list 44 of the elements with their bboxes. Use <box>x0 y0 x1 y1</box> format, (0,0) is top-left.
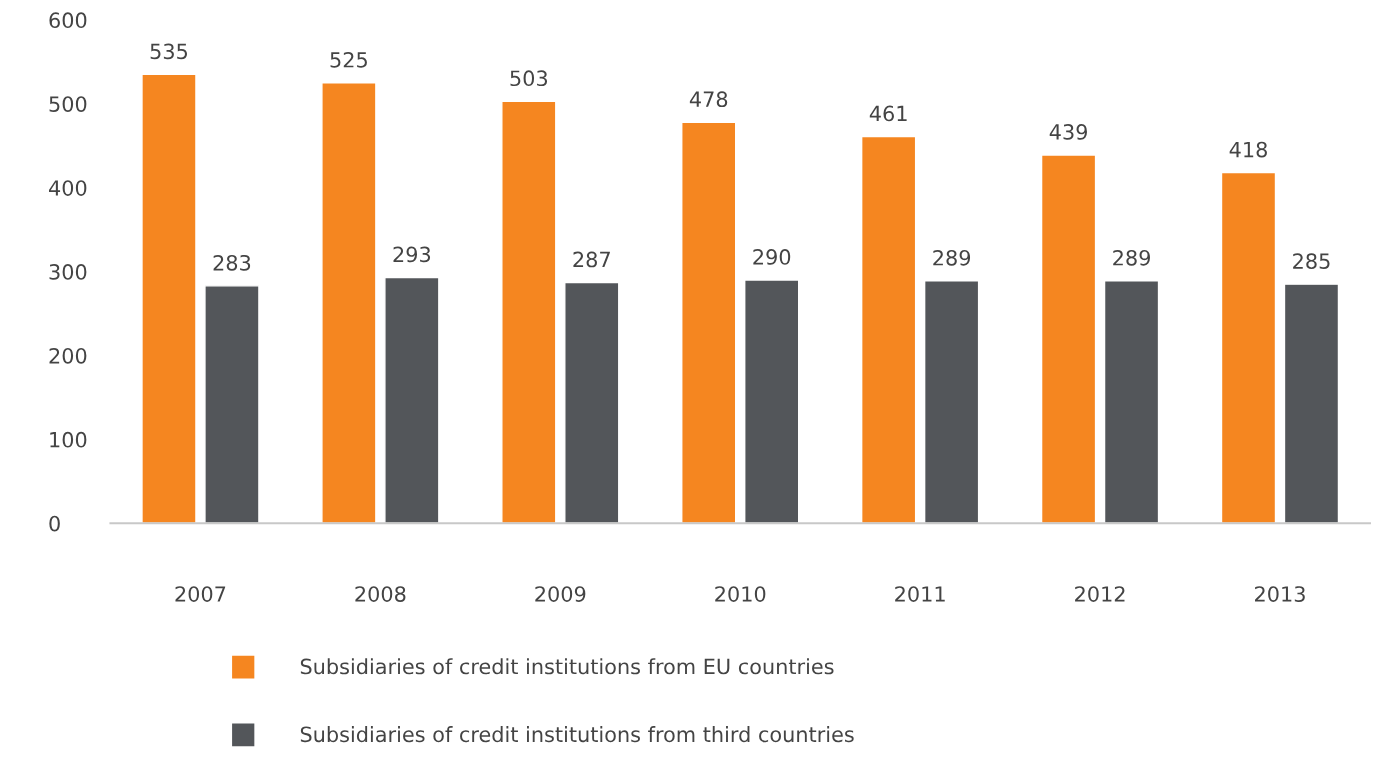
data-label: 503 <box>510 70 548 87</box>
data-label: 289 <box>1113 249 1150 266</box>
bar <box>1103 280 1160 524</box>
data-label: 439 <box>1049 124 1087 140</box>
x-tick-label: 2010 <box>715 586 766 602</box>
legend-label: Subsidiaries of credit institutions from third countries <box>300 726 854 743</box>
data-label: 289 <box>933 249 971 266</box>
data-label: 461 <box>869 105 907 122</box>
x-tick-label: 2009 <box>535 586 586 602</box>
data-label: 283 <box>213 254 251 271</box>
data-label: 535 <box>150 43 188 60</box>
bar <box>744 279 800 524</box>
bar <box>923 280 980 524</box>
legend-label: Subsidiaries of credit institutions from EU countries <box>300 658 834 675</box>
bar <box>384 276 440 524</box>
x-tick-label: 2013 <box>1255 586 1305 602</box>
x-tick-label: 2011 <box>895 586 945 602</box>
x-tick-label: 2008 <box>355 586 406 602</box>
bar <box>321 82 377 524</box>
bar <box>1283 283 1340 524</box>
data-label: 525 <box>330 51 367 68</box>
data-label: 478 <box>689 91 728 108</box>
y-tick-label: 600 <box>49 12 87 29</box>
data-label: 293 <box>393 246 431 263</box>
y-tick-label: 400 <box>49 180 87 196</box>
bar <box>501 100 557 524</box>
data-label: 418 <box>1229 141 1267 158</box>
bar <box>681 121 737 524</box>
x-tick-label: 2007 <box>175 586 226 602</box>
data-label: 287 <box>573 251 610 268</box>
y-tick-label: 300 <box>49 264 87 280</box>
y-tick-label: 0 <box>49 515 60 532</box>
y-tick-label: 100 <box>50 431 87 448</box>
data-label: 285 <box>1293 253 1330 270</box>
y-tick-label: 500 <box>49 96 87 112</box>
x-tick-label: 2012 <box>1075 586 1125 602</box>
bar <box>204 285 260 524</box>
bar <box>1220 171 1277 524</box>
bar <box>1040 154 1097 524</box>
bar <box>141 73 197 524</box>
bar <box>564 281 620 524</box>
data-label: 290 <box>753 249 791 265</box>
bar <box>860 135 917 524</box>
y-tick-label: 200 <box>49 347 87 364</box>
